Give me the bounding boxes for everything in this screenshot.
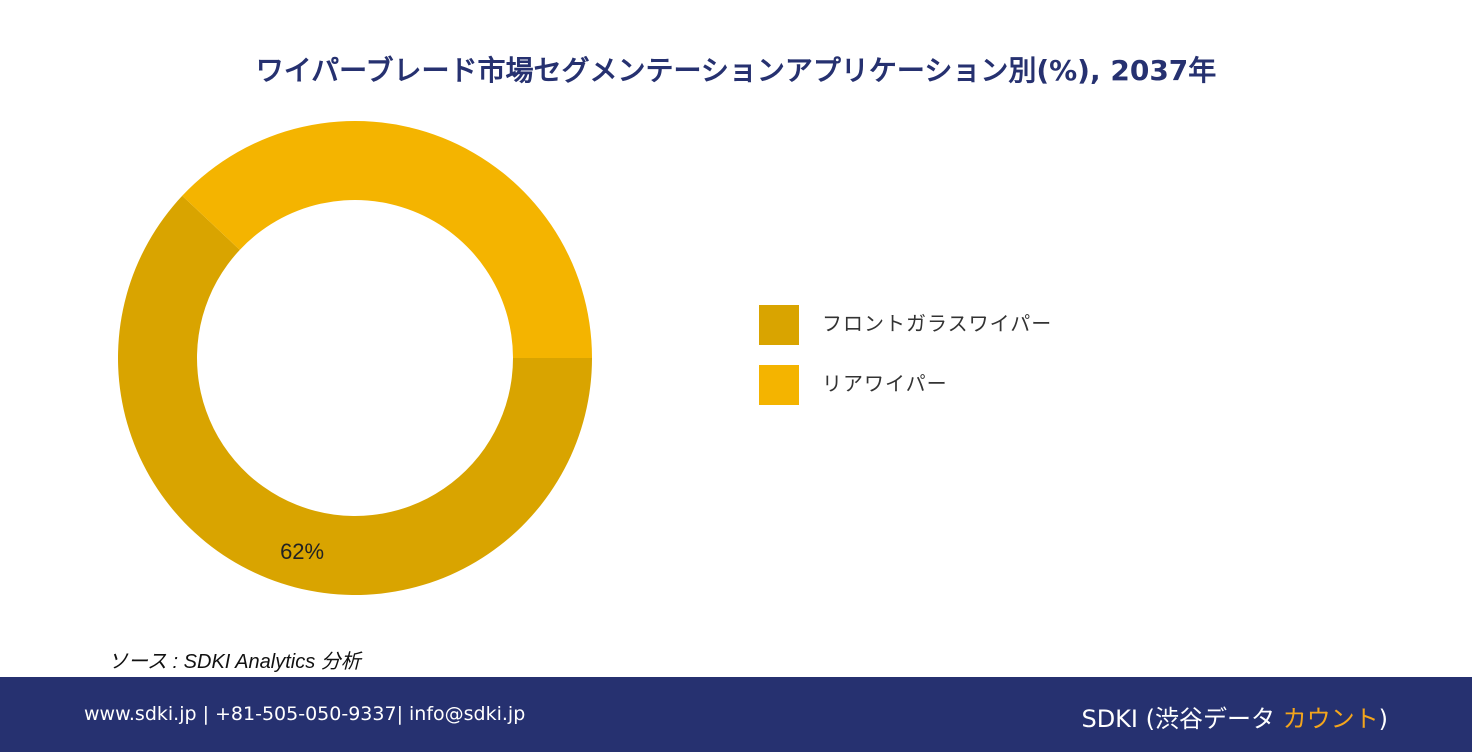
donut-slice (182, 120, 592, 358)
brand-highlight: カウント (1282, 705, 1379, 733)
source-note: ソース : SDKI Analytics 分析 (108, 651, 361, 673)
footer: www.sdki.jp | +81-505-050-9337| info@sdk… (0, 677, 1472, 752)
legend-label: リアワイパー (822, 372, 948, 396)
brand: SDKI (渋谷データ カウント) (1081, 699, 1388, 734)
data-label: 62% (280, 539, 324, 564)
legend-swatch (759, 365, 799, 405)
legend-label: フロントガラスワイパー (822, 312, 1052, 336)
contact-info: www.sdki.jp | +81-505-050-9337| info@sdk… (84, 703, 526, 725)
legend-swatch (759, 305, 799, 345)
brand-text: SDKI (渋谷データ (1081, 705, 1283, 733)
chart: ワイパーブレード市場セグメンテーションアプリケーション別(%), 2037年 6… (117, 54, 1217, 595)
donut-slice (117, 195, 592, 595)
chart-title: ワイパーブレード市場セグメンテーションアプリケーション別(%), 2037年 (256, 54, 1217, 87)
brand-close: ) (1378, 705, 1388, 733)
